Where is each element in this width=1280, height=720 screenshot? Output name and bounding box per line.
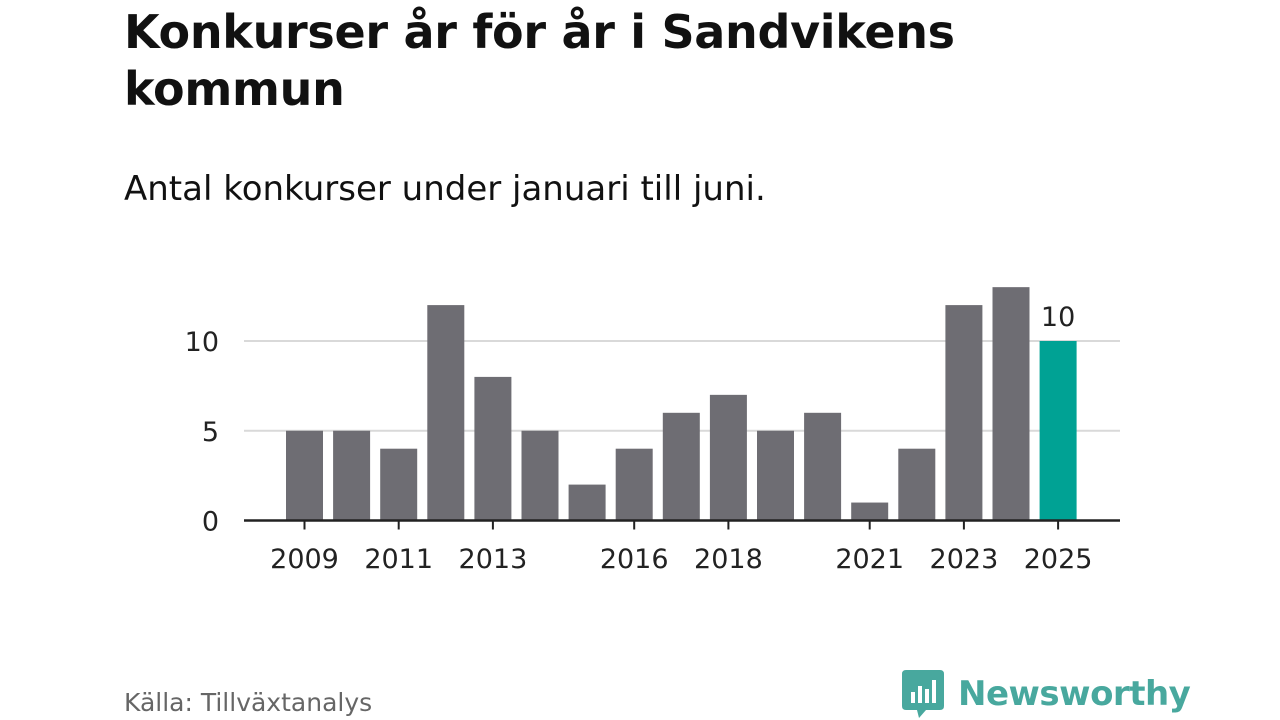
x-tick-label: 2011 [364,544,433,575]
data-label-2025: 10 [1041,302,1075,333]
bar-2022 [898,448,936,521]
bar-2009 [286,430,323,521]
bar-2014 [521,430,559,521]
axes [244,519,1120,530]
bars [286,287,1077,521]
bar-chart-speech-bubble-icon [902,670,944,718]
labels: 0 5 10 10 2009 2011 2013 2016 2018 2021 2023 2025 [185,302,1093,575]
bar-2012 [427,305,465,521]
x-tick-label: 2025 [1024,544,1093,575]
bar-2013 [474,376,512,521]
x-tick-label: 2018 [694,544,763,575]
bar-2018 [709,394,747,521]
x-tick-label: 2009 [270,544,339,575]
y-tick-label: 5 [202,417,219,448]
x-tick-label: 2016 [600,544,669,575]
source-note: Källa: Tillväxtanalys [124,688,373,717]
bar-2023 [945,305,983,521]
bar-2019 [757,430,794,521]
bar-2016 [615,448,653,521]
bar-2011 [380,448,418,521]
x-tick-label: 2021 [835,544,904,575]
bar-2015 [568,484,606,521]
bar-2020 [804,412,842,521]
bar-2010 [333,430,371,521]
bar-2017 [662,412,700,521]
brand-logo: Newsworthy [902,668,1191,720]
bar-2025 [1039,341,1077,521]
x-tick-label: 2013 [459,544,528,575]
bar-2024 [992,287,1030,521]
y-tick-label: 10 [185,327,219,358]
brand-name: Newsworthy [958,674,1191,714]
chart-subtitle: Antal konkurser under januari till juni. [124,169,766,209]
chart-title: Konkurser år för år i Sandvikens kommun [124,5,955,116]
y-tick-label: 0 [202,507,219,538]
bar-2021 [851,502,889,521]
x-tick-label: 2023 [930,544,999,575]
